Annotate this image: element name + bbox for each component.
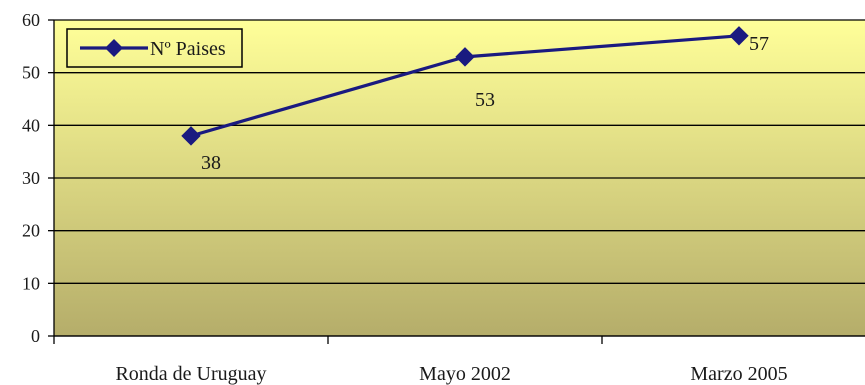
legend-label: Nº Paises: [150, 38, 226, 60]
legend-marker-swatch: [105, 39, 123, 57]
y-tick-label: 50: [22, 63, 40, 83]
y-tick-label: 0: [31, 326, 40, 346]
y-tick-label: 60: [22, 10, 40, 30]
y-tick-label: 20: [22, 221, 40, 241]
data-label: 53: [475, 89, 495, 111]
data-point-marker: [455, 47, 475, 67]
y-tick-label: 10: [22, 273, 40, 293]
legend: Nº Paises: [66, 28, 243, 68]
x-category-label: Ronda de Uruguay: [115, 363, 266, 385]
x-category-label: Marzo 2005: [690, 363, 787, 385]
legend-box: [66, 28, 243, 68]
y-tick-label: 40: [22, 115, 40, 135]
data-point-marker: [181, 126, 201, 146]
x-category-label: Mayo 2002: [419, 363, 511, 385]
data-label: 38: [201, 152, 221, 174]
axes: 0 10 20 30 40 50 60 Ronda de Uruguay Mayo 2002 Ma…: [22, 10, 865, 385]
data-label: 57: [749, 33, 769, 55]
data-point-marker: [729, 26, 749, 46]
series-layer: 38 53 57: [181, 26, 769, 174]
y-tick-label: 30: [22, 168, 40, 188]
